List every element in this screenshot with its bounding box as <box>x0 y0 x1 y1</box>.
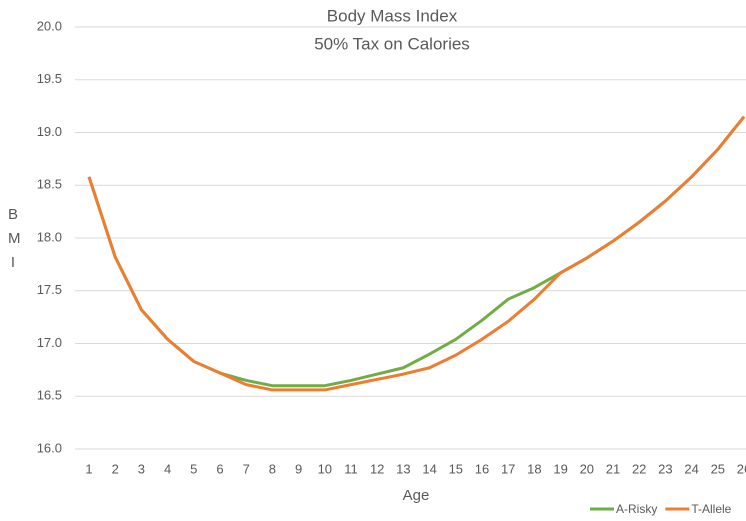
x-tick-label: 20 <box>580 461 594 476</box>
y-tick-label: 17.5 <box>37 282 62 297</box>
x-tick-label: 15 <box>449 461 463 476</box>
y-tick-label: 20.0 <box>37 18 62 33</box>
x-tick-label: 16 <box>475 461 489 476</box>
y-tick-label: 18.0 <box>37 229 62 244</box>
x-tick-label: 14 <box>422 461 436 476</box>
x-tick-label: 2 <box>112 461 119 476</box>
y-axis-label: BMI <box>8 206 21 271</box>
x-tick-label: 1 <box>85 461 92 476</box>
y-tick-label: 19.0 <box>37 124 62 139</box>
x-tick-label: 19 <box>553 461 567 476</box>
x-tick-label: 7 <box>243 461 250 476</box>
chart-subtitle: 50% Tax on Calories <box>314 34 470 53</box>
data-line <box>87 115 746 388</box>
chart-title: Body Mass Index <box>327 6 458 25</box>
x-tick-label: 21 <box>606 461 620 476</box>
x-tick-label: 18 <box>527 461 541 476</box>
y-tick-label: 19.5 <box>37 71 62 86</box>
x-tick-label: 12 <box>370 461 384 476</box>
x-tick-label: 17 <box>501 461 515 476</box>
x-tick-label: 5 <box>190 461 197 476</box>
x-tick-label: 6 <box>216 461 223 476</box>
x-tick-label: 13 <box>396 461 410 476</box>
x-tick-label: 26 <box>737 461 746 476</box>
x-tick-label: 9 <box>295 461 302 476</box>
x-tick-label: 8 <box>269 461 276 476</box>
x-tick-label: 11 <box>344 461 358 476</box>
x-tick-label: 10 <box>318 461 332 476</box>
x-axis-label: Age <box>403 487 430 504</box>
x-tick-label: 24 <box>684 461 698 476</box>
x-tick-label: 23 <box>658 461 672 476</box>
y-tick-label: 16.0 <box>37 440 62 455</box>
legend-label: A-Risky <box>616 502 657 516</box>
y-tick-label: 17.0 <box>37 335 62 350</box>
data-line <box>87 115 746 392</box>
y-tick-label: 16.5 <box>37 388 62 403</box>
y-tick-label: 18.5 <box>37 177 62 192</box>
x-tick-label: 4 <box>164 461 171 476</box>
x-tick-label: 22 <box>632 461 646 476</box>
x-tick-label: 3 <box>138 461 145 476</box>
legend-label: T-Allele <box>691 502 731 516</box>
x-tick-label: 25 <box>711 461 725 476</box>
